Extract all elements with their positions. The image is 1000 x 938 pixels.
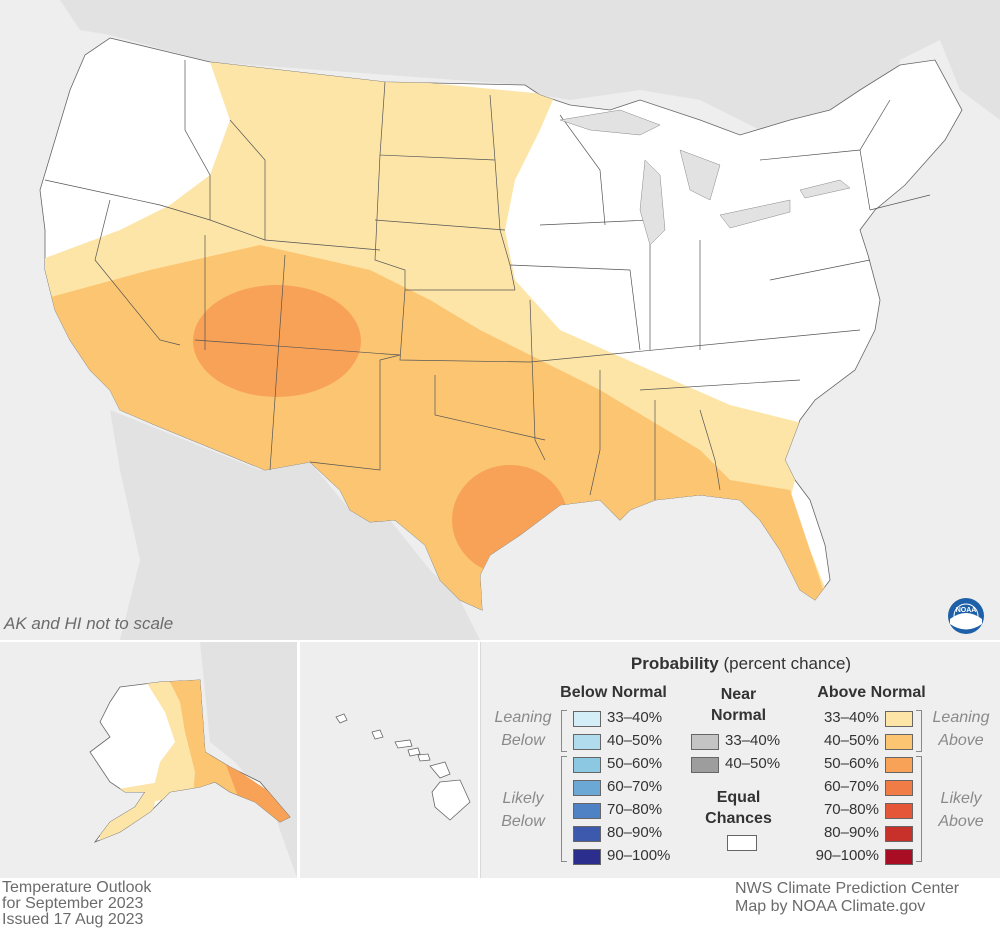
below-normal-item: 40–50% [481, 731, 1000, 751]
near-normal-heading: Near Normal [710, 686, 767, 724]
above-normal-item: 40–50% [481, 731, 1000, 751]
map-title: Temperature Outlook for September 2023 I… [2, 879, 152, 928]
noaa-logo-icon: NOAA [948, 598, 984, 634]
below-normal-label: 70–80% [607, 801, 663, 818]
below-normal-item: 80–90% [481, 823, 1000, 843]
canada-land-ak [200, 642, 297, 878]
above-normal-swatch [885, 734, 913, 750]
svg-text:NOAA: NOAA [956, 607, 977, 614]
above-normal-label: 40–50% [823, 732, 879, 749]
above-normal-label: 70–80% [823, 801, 879, 818]
above-normal-swatch [885, 803, 913, 819]
near-33-40-swatch [691, 734, 719, 750]
above-normal-heading: Above Normal [817, 684, 926, 701]
equal-chances-swatch [727, 835, 757, 851]
equal-chances-heading: Equal Chances [705, 789, 772, 827]
legend: Probability (percent chance) Below Norma… [480, 642, 1000, 878]
below-normal-item: 33–40% [481, 708, 1000, 728]
above-normal-swatch [885, 826, 913, 842]
leaning-above-bracket [916, 710, 922, 752]
likely-above-bracket [916, 756, 922, 862]
alaska-inset-svg [0, 642, 297, 878]
conus-map: AK and HI not to scale NOAA [0, 0, 1000, 640]
below-normal-swatch [573, 803, 601, 819]
likely-above-label: Likely Above [938, 790, 984, 830]
zone-above-50-60-southwest [193, 285, 361, 397]
below-normal-label: 60–70% [607, 778, 663, 795]
above-normal-swatch [885, 780, 913, 796]
scale-note: AK and HI not to scale [4, 614, 174, 633]
above-normal-item: 60–70% [481, 777, 1000, 797]
great-lakes [559, 109, 851, 246]
likely-below-bracket [561, 756, 567, 862]
below-normal-swatch [573, 734, 601, 750]
below-normal-label: 90–100% [607, 847, 671, 864]
below-normal-label: 80–90% [607, 824, 663, 841]
above-normal-label: 50–60% [823, 755, 879, 772]
above-normal-label: 60–70% [823, 778, 879, 795]
above-normal-item: 70–80% [481, 800, 1000, 820]
below-normal-item: 70–80% [481, 800, 1000, 820]
below-normal-label: 50–60% [607, 755, 663, 772]
above-normal-item: 90–100% [481, 846, 1000, 866]
below-normal-swatch [573, 757, 601, 773]
leaning-below-bracket [561, 710, 567, 752]
below-normal-item: 60–70% [481, 777, 1000, 797]
likely-below-label: Likely Below [501, 790, 545, 830]
hawaii-inset-svg [300, 642, 478, 878]
legend-title: Probability (percent chance) [630, 654, 852, 673]
below-normal-swatch [573, 849, 601, 865]
below-normal-item: 50–60% [481, 754, 1000, 774]
below-normal-label: 33–40% [607, 709, 663, 726]
above-normal-swatch [885, 757, 913, 773]
above-normal-label: 90–100% [815, 847, 879, 864]
below-normal-swatch [573, 826, 601, 842]
below-normal-label: 40–50% [607, 732, 663, 749]
mexico-land [110, 410, 480, 640]
above-normal-label: 33–40% [823, 709, 879, 726]
below-normal-swatch [573, 711, 601, 727]
above-normal-label: 80–90% [823, 824, 879, 841]
state-borders [44, 60, 931, 500]
near-40-50-swatch [691, 757, 719, 773]
hawaii-islands [335, 713, 471, 821]
below-normal-item: 90–100% [481, 846, 1000, 866]
map-credit: NWS Climate Prediction Center Map by NOA… [735, 880, 960, 915]
hawaii-inset [300, 642, 478, 878]
conus-map-svg [39, 0, 1000, 640]
above-normal-swatch [885, 711, 913, 727]
below-normal-heading: Below Normal [560, 684, 667, 701]
leaning-below-label: Leaning Below [494, 709, 552, 749]
above-normal-item: 33–40% [481, 708, 1000, 728]
above-normal-item: 50–60% [481, 754, 1000, 774]
above-normal-item: 80–90% [481, 823, 1000, 843]
above-normal-swatch [885, 849, 913, 865]
below-normal-swatch [573, 780, 601, 796]
leaning-above-label: Leaning Above [932, 709, 990, 749]
alaska-inset [0, 642, 297, 878]
canada-land [60, 0, 1000, 150]
